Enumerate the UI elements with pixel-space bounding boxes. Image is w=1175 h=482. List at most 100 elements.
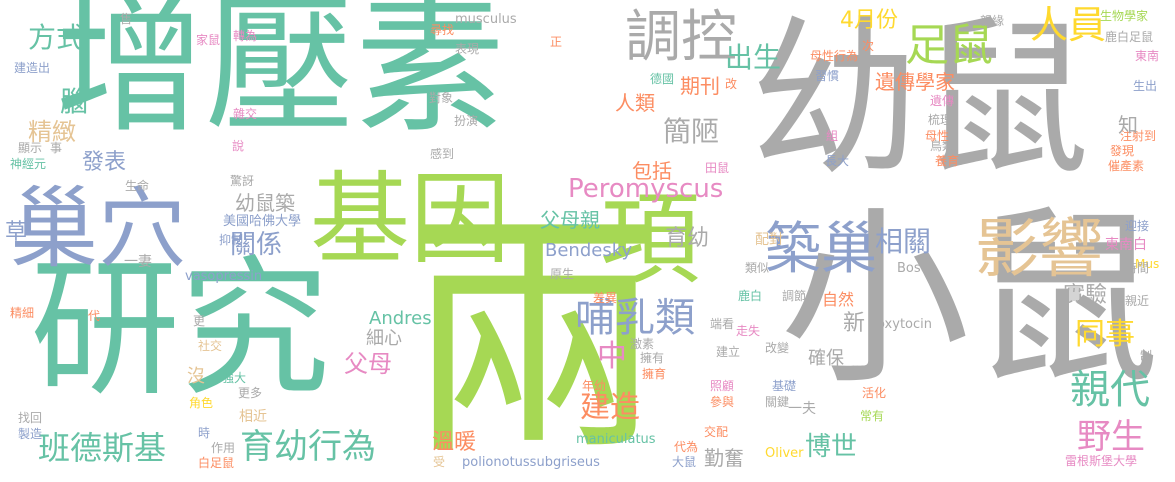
word: 母性行為 bbox=[810, 49, 859, 63]
word: 常有 bbox=[860, 409, 885, 423]
word: 生命 bbox=[125, 179, 150, 193]
word: 父母 bbox=[344, 350, 392, 378]
word: 大鼠 bbox=[672, 455, 697, 469]
word: 包括 bbox=[632, 159, 672, 183]
word: 參與 bbox=[710, 395, 735, 409]
word: 驚訝 bbox=[230, 174, 255, 188]
word: 相近 bbox=[239, 409, 267, 425]
word: polionotussubgriseus bbox=[462, 455, 600, 470]
word: 代 bbox=[88, 309, 101, 323]
word: 精細 bbox=[10, 306, 35, 320]
word: 配對 bbox=[755, 232, 783, 248]
word: 扮演 bbox=[454, 114, 479, 128]
word: maniculatus bbox=[576, 432, 656, 447]
word: 時 bbox=[198, 426, 211, 440]
word: 田鼠 bbox=[705, 161, 730, 175]
word: 建造 bbox=[580, 390, 640, 425]
word: 抑制 bbox=[219, 233, 244, 247]
word: 感到 bbox=[430, 147, 455, 161]
word: 鹿白足鼠 bbox=[1105, 30, 1154, 44]
word: 售 bbox=[120, 12, 133, 26]
word: 出生 bbox=[725, 41, 782, 74]
word: 班德斯基 bbox=[38, 429, 167, 467]
word: 影響 bbox=[975, 213, 1103, 287]
word: 育幼 bbox=[665, 226, 710, 251]
word: 擁有 bbox=[640, 351, 665, 365]
word: 新 bbox=[843, 311, 866, 336]
word: 顯示 bbox=[18, 141, 43, 155]
word: 強大 bbox=[222, 371, 247, 385]
word: 轉為 bbox=[233, 29, 258, 43]
word: 雜交 bbox=[233, 107, 258, 121]
word: 增壓素 bbox=[55, 0, 506, 154]
word: musculus bbox=[455, 12, 517, 27]
word: 建造出 bbox=[14, 61, 51, 75]
word: 發現 bbox=[1110, 144, 1135, 158]
word: 類似 bbox=[745, 261, 770, 275]
word: 母性 bbox=[925, 129, 950, 143]
word: 方式 bbox=[28, 21, 85, 54]
word: 尋找 bbox=[430, 23, 455, 37]
word: 次 bbox=[862, 39, 875, 53]
word: 差異 bbox=[593, 291, 618, 305]
word: 美國哈佛大學 bbox=[223, 214, 302, 229]
word: 親緣 bbox=[980, 14, 1005, 28]
word: 實驗 bbox=[1063, 283, 1108, 308]
word: 擁育 bbox=[642, 367, 667, 381]
word: 鳥類 bbox=[930, 139, 955, 153]
word: 相關 bbox=[875, 225, 932, 258]
word: 代為 bbox=[674, 440, 699, 454]
word: 白足鼠 bbox=[198, 456, 235, 470]
word: 更 bbox=[193, 314, 206, 328]
word: 項 bbox=[600, 181, 700, 298]
word: 活化 bbox=[862, 386, 887, 400]
word: 同事 bbox=[1075, 317, 1135, 352]
word: 細心 bbox=[366, 328, 402, 349]
word: 照顧 bbox=[710, 379, 735, 393]
word: 築巢 bbox=[765, 217, 877, 282]
word: 父母親 bbox=[540, 208, 600, 232]
word: vasopressin bbox=[185, 269, 263, 284]
word: 改變 bbox=[765, 341, 790, 355]
word: 自然 bbox=[822, 290, 855, 309]
word: 遺傳 bbox=[930, 94, 955, 108]
word: 走失 bbox=[736, 324, 761, 338]
word: 知 bbox=[1118, 113, 1138, 137]
word: 親近 bbox=[1125, 294, 1150, 308]
word: 迎接 bbox=[1125, 219, 1150, 233]
word: 沒 bbox=[187, 366, 205, 387]
word: 幼鼠 bbox=[750, 1, 1091, 199]
word: Mus bbox=[1135, 257, 1160, 271]
word: 注射到 bbox=[1120, 129, 1157, 143]
word: 小鼠 bbox=[780, 189, 1161, 410]
word: 社交 bbox=[198, 339, 223, 353]
word: 德國 bbox=[650, 72, 675, 86]
word: 育幼行為 bbox=[240, 427, 376, 467]
word: 養育 bbox=[935, 154, 960, 168]
word: 作用 bbox=[211, 441, 236, 455]
word: 生出 bbox=[1133, 79, 1158, 93]
word: 組 bbox=[826, 129, 839, 143]
word: 交配 bbox=[704, 425, 729, 439]
word: 鹿白 bbox=[738, 289, 763, 303]
word: 激素 bbox=[630, 337, 655, 351]
word: 對象 bbox=[429, 91, 454, 105]
word: 說 bbox=[232, 139, 245, 153]
word: 正 bbox=[550, 35, 563, 49]
word: 基因 bbox=[310, 161, 510, 278]
word: 家鼠 bbox=[196, 33, 221, 47]
word: 野生 bbox=[1077, 417, 1145, 457]
word: 神經元 bbox=[10, 157, 47, 171]
word: 期刊 bbox=[680, 74, 720, 98]
word: 一妻 bbox=[124, 254, 152, 270]
word: Andres bbox=[369, 308, 432, 329]
word: 人員 bbox=[1030, 3, 1107, 47]
word: 人類 bbox=[615, 91, 655, 115]
word: 表現 bbox=[455, 42, 480, 56]
word: 兩 bbox=[405, 189, 665, 482]
word: 角色 bbox=[189, 396, 214, 410]
word: 勤奮 bbox=[704, 446, 744, 470]
word: 製造 bbox=[18, 427, 43, 441]
word: 4月份 bbox=[840, 8, 898, 33]
